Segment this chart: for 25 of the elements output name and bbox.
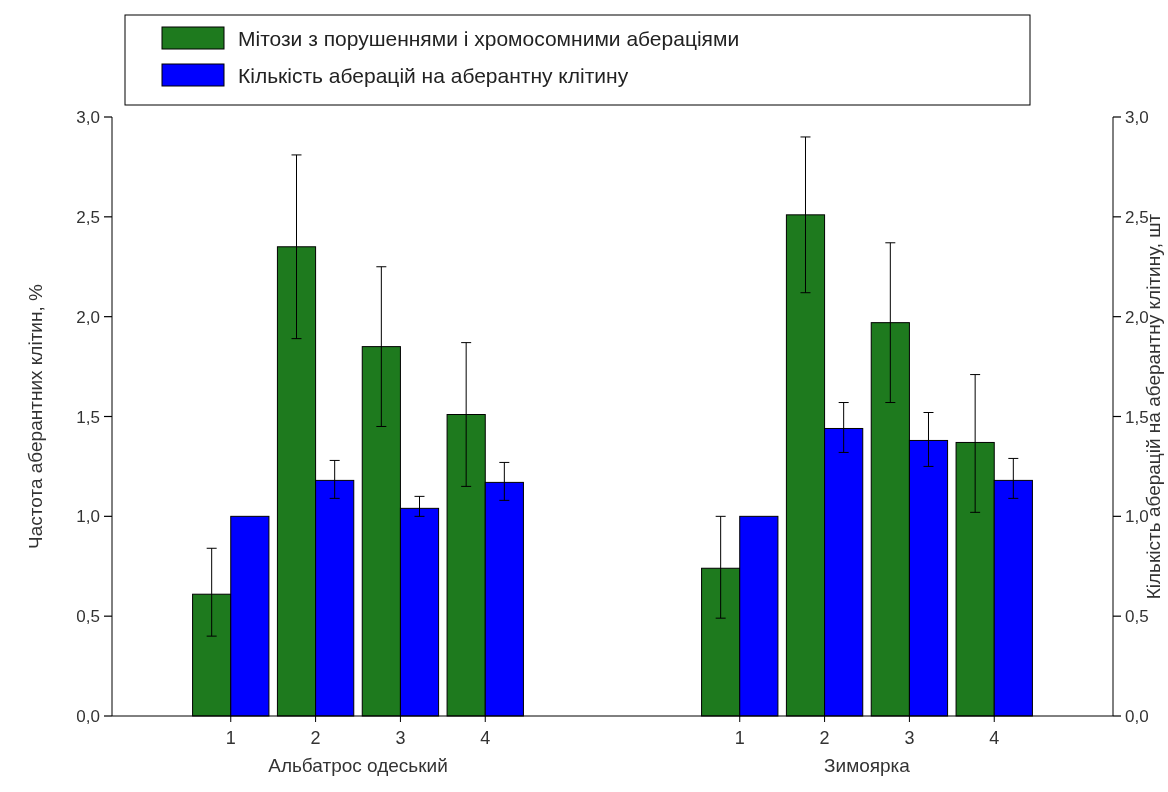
x-tick-label: 2	[310, 728, 321, 748]
y-tick-label: 2,5	[76, 207, 100, 227]
y2-tick-label: 3,0	[1125, 108, 1149, 127]
y2-tick-label: 2,5	[1125, 207, 1149, 227]
x-tick-label: 3	[904, 728, 915, 748]
y2-tick-label: 0,5	[1125, 607, 1149, 627]
x-tick-label: 4	[480, 728, 491, 748]
x-tick-label: 1	[734, 728, 745, 748]
y-tick-label: 3,0	[76, 108, 100, 127]
y2-tick-label: 1,5	[1125, 407, 1149, 427]
y2-tick-label: 0,0	[1125, 707, 1149, 726]
x-tick-label: 2	[819, 728, 830, 748]
y-tick-label: 0,5	[76, 607, 100, 627]
y-tick-label: 2,0	[76, 307, 100, 327]
x-tick-label: 3	[395, 728, 406, 748]
x-tick-label: 1	[225, 728, 236, 748]
text: Зимоярка	[824, 755, 911, 776]
legend-label: Мітози з порушеннями і хромосомними абераціями	[238, 27, 740, 50]
text: Альбатрос одеський	[268, 755, 448, 776]
legend-label: Кількість аберацій на аберантну клітину	[238, 64, 629, 87]
y-tick-label: 1,0	[76, 507, 100, 527]
y-tick-label: 0,0	[76, 707, 100, 726]
y-tick-label: 1,5	[76, 407, 100, 427]
x-tick-label: 4	[989, 728, 1000, 748]
y-axis-title: Частота аберантних клітин, %	[25, 283, 46, 549]
